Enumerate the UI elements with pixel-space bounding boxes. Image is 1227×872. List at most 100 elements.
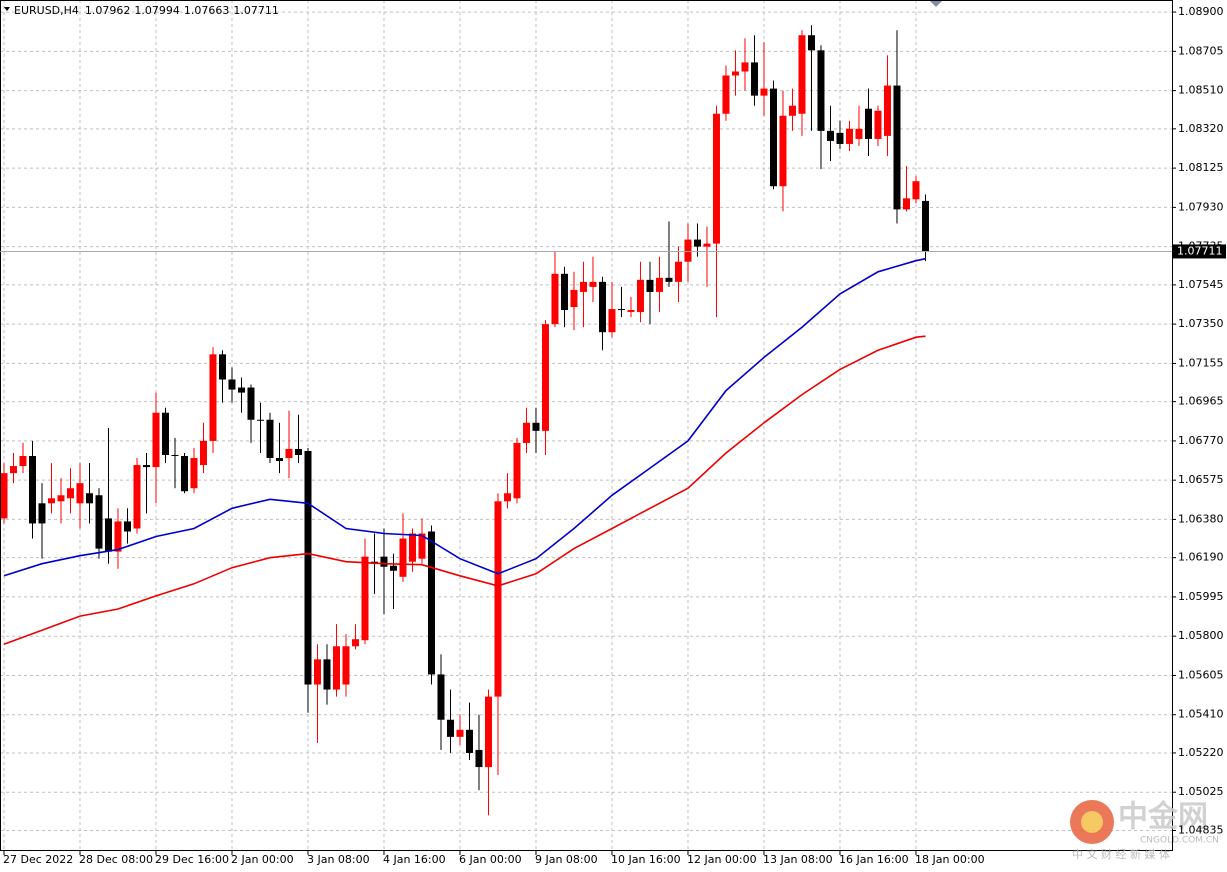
plot-frame [0, 0, 1173, 851]
candle-body [380, 556, 388, 567]
candle-body [636, 279, 644, 313]
candle-body [19, 456, 27, 467]
candle-body [826, 130, 834, 141]
x-tick-label: 4 Jan 16:00 [383, 853, 446, 866]
y-tick-label: 1.07350 [1178, 317, 1224, 330]
x-tick-label: 27 Dec 2022 [3, 853, 73, 866]
candle-body [408, 533, 416, 562]
x-tick-label: 9 Jan 08:00 [535, 853, 598, 866]
candle-body [418, 533, 426, 559]
candle-body [437, 674, 445, 720]
candle-body [190, 458, 198, 489]
candle-body [389, 565, 397, 571]
candle-body [361, 556, 369, 641]
candle-body [456, 729, 464, 737]
candle-body [655, 277, 663, 292]
candle-body [722, 75, 730, 114]
watermark-name: 中金网 [1118, 800, 1208, 835]
candle-body [741, 62, 749, 72]
candle-body [864, 108, 872, 139]
candle-body [285, 448, 293, 459]
candle-body [323, 659, 331, 690]
candle-body [921, 200, 929, 252]
candle-body [161, 412, 169, 455]
candle-body [731, 71, 739, 76]
y-tick-label: 1.05995 [1178, 590, 1224, 603]
candle-body [560, 273, 568, 311]
x-tick-label: 3 Jan 08:00 [307, 853, 370, 866]
candle-body [674, 261, 682, 282]
candle-body [817, 50, 825, 131]
candle-body [788, 105, 796, 116]
candle-body [845, 128, 853, 144]
candle-body [627, 310, 635, 313]
candle-body [883, 85, 891, 136]
candle-body [256, 419, 264, 421]
candle-body [513, 442, 521, 499]
watermark-site: CNGOLD.COM.CN [1140, 836, 1219, 846]
candle-body [475, 749, 483, 768]
watermark-logo-inner [1081, 811, 1103, 833]
candle-body [152, 412, 160, 468]
candle-body [142, 465, 150, 468]
candle-body [9, 466, 17, 474]
candle-body [912, 181, 920, 200]
y-tick-label: 1.05800 [1178, 629, 1224, 642]
y-tick-label: 1.08705 [1178, 44, 1224, 57]
candle-body [218, 354, 226, 380]
candle-body [28, 456, 36, 524]
candle-body [228, 379, 236, 390]
candle-body [589, 281, 597, 287]
candle-body [66, 488, 74, 499]
watermark: 中金网 CNGOLD.COM.CN 中 文 财 经 新 媒 体 [1070, 800, 1219, 861]
y-tick-label: 1.08125 [1178, 161, 1224, 174]
candle-body [503, 493, 511, 502]
candle-body [180, 456, 188, 492]
candle-body [76, 483, 84, 504]
y-tick-label: 1.07930 [1178, 200, 1224, 213]
candle-body [541, 324, 549, 431]
y-tick-label: 1.08320 [1178, 122, 1224, 135]
candle-body [893, 85, 901, 210]
candle-body [703, 243, 711, 247]
chart-header: EURUSD,H4 1.07962 1.07994 1.07663 1.07711 [14, 4, 279, 17]
candle-body [712, 113, 720, 244]
candle-body [85, 493, 93, 504]
candle-body [646, 279, 654, 292]
candle-body [779, 115, 787, 187]
candle-body [902, 198, 910, 210]
x-tick-label: 2 Jan 00:00 [231, 853, 294, 866]
y-tick-label: 1.07155 [1178, 356, 1224, 369]
candle-body [104, 518, 112, 552]
y-tick-label: 1.08900 [1178, 5, 1224, 18]
candle-body [275, 458, 283, 462]
ohlc-close: 1.07711 [233, 4, 279, 17]
candle-body [522, 422, 530, 443]
x-tick-label: 28 Dec 08:00 [79, 853, 153, 866]
candle-body [123, 521, 131, 532]
x-tick-label: 6 Jan 00:00 [459, 853, 522, 866]
candle-body [579, 281, 587, 292]
candle-body [304, 450, 312, 685]
candle-body [532, 422, 540, 431]
y-tick-label: 1.06380 [1178, 512, 1224, 525]
x-tick-label: 18 Jan 00:00 [915, 853, 985, 866]
watermark-slogan: 中 文 财 经 新 媒 体 [1072, 847, 1170, 861]
x-tick-label: 29 Dec 16:00 [155, 853, 229, 866]
candle-body [484, 696, 492, 768]
marks [0, 25, 929, 816]
menu-triangle[interactable] [4, 7, 10, 11]
candle-body [608, 309, 616, 333]
y-tick-label: 1.06965 [1178, 395, 1224, 408]
ohlc-low: 1.07663 [184, 4, 230, 17]
y-tick-label: 1.06770 [1178, 434, 1224, 447]
candle-body [693, 239, 701, 247]
candle-body [0, 473, 8, 519]
candle-body [446, 719, 454, 737]
candle-body [95, 495, 103, 549]
candle-body [798, 35, 806, 114]
candle-body [209, 354, 217, 441]
candle-body [494, 501, 502, 697]
